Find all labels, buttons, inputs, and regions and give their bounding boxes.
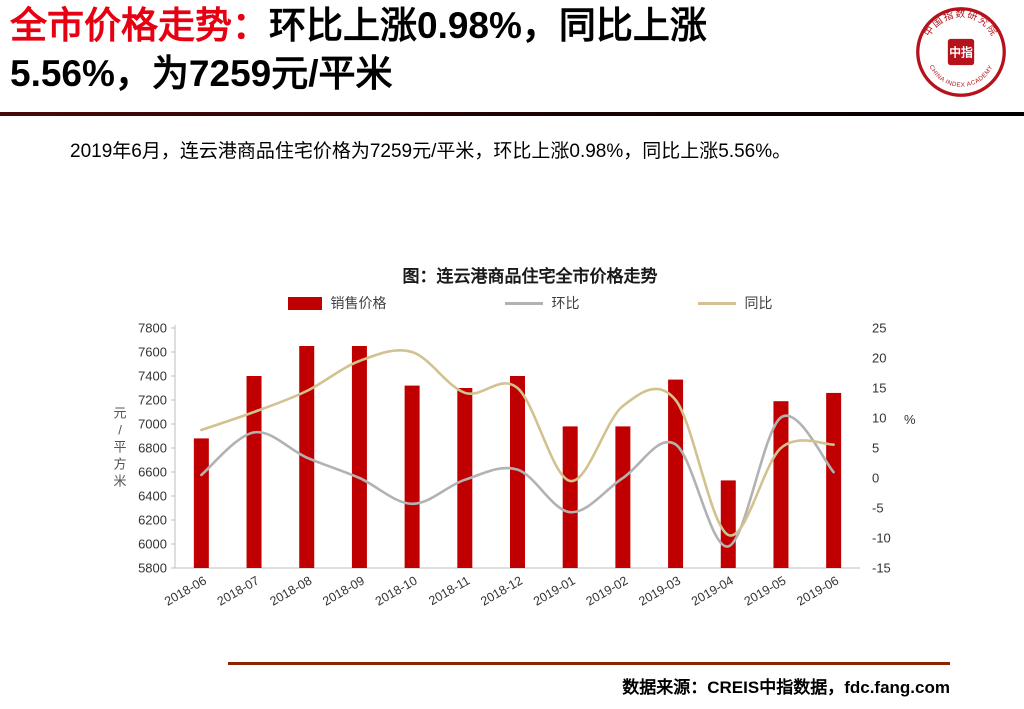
x-axis-label: 2019-06 [794, 573, 841, 608]
x-axis-label: 2018-11 [426, 573, 472, 608]
chart-title: 图：连云港商品住宅全市价格走势 [402, 267, 658, 286]
page-title-red: 全市价格走势： [10, 5, 269, 46]
x-axis-label: 2018-10 [373, 573, 420, 608]
x-axis-label: 2019-01 [531, 573, 578, 608]
price-bar [615, 426, 631, 568]
price-bar [720, 480, 736, 568]
chart-section: 图：连云港商品住宅全市价格走势 销售价格 环比 同比 5800 6000 6200 6… [100, 262, 960, 618]
right-axis-tick-label: 25 [872, 321, 886, 336]
left-axis-title-char: 平 [113, 440, 126, 455]
right-axis-tick-label: 5 [872, 441, 879, 456]
left-axis-tick-label: 5800 [138, 561, 167, 576]
price-bar [510, 376, 525, 568]
left-axis-tick-label: 6400 [138, 489, 167, 504]
x-axis-label: 2019-04 [689, 573, 736, 608]
logo-arc-bottom-text: CHINA INDEX ACADEMY [927, 64, 994, 89]
header-divider [0, 112, 1024, 116]
logo-center-text: 中指 [949, 46, 973, 60]
x-axis-label: 2018-12 [478, 573, 525, 608]
legend-label-mom: 环比 [551, 295, 580, 311]
left-axis-tick-label: 6800 [138, 441, 167, 456]
price-bar [562, 426, 578, 568]
legend-label-sales: 销售价格 [330, 295, 387, 311]
price-bar [246, 376, 262, 568]
data-source-text: 数据来源：CREIS中指数据，fdc.fang.com [622, 678, 950, 697]
page-title-black-1: 环比上涨0.98%，同比上涨 [269, 5, 707, 46]
intro-paragraph: 2019年6月，连云港商品住宅价格为7259元/平米，环比上涨0.98%，同比上… [70, 141, 792, 162]
left-axis-tick-label: 7200 [138, 393, 167, 408]
x-axis-label: 2018-08 [268, 573, 315, 608]
price-bar [351, 346, 367, 568]
legend-item-mom: 环比 [504, 293, 580, 313]
x-axis-label: 2018-06 [162, 573, 209, 608]
sales-swatch-icon [287, 296, 322, 310]
price-bar [668, 379, 684, 568]
legend-item-yoy: 同比 [697, 293, 773, 313]
legend-item-sales: 销售价格 [287, 293, 387, 313]
price-bar [193, 438, 209, 568]
right-axis-tick-label: 15 [872, 381, 886, 396]
left-axis-title-char: / [118, 423, 122, 438]
left-axis-tick-label: 6200 [138, 513, 167, 528]
price-bar [404, 385, 420, 568]
left-axis-title-char: 元 [113, 406, 126, 421]
mom-line-swatch-icon [504, 301, 543, 305]
right-axis-tick-label: -10 [872, 531, 891, 546]
page-title-black-2: 5.56%，为7259元/平米 [10, 53, 393, 94]
price-bar [457, 388, 473, 568]
price-trend-chart: 5800 6000 6200 6400 6600 6800 7000 7200 7400 7600… [113, 321, 916, 609]
price-bar [773, 401, 789, 568]
right-axis-tick-label: -15 [872, 561, 891, 576]
svg-text:中国指数研究院: 中国指数研究院 [921, 7, 1001, 39]
price-bar [826, 392, 842, 568]
left-axis-tick-label: 6000 [138, 537, 167, 552]
left-axis-title-char: 米 [113, 474, 126, 489]
right-axis-tick-label: 0 [872, 471, 879, 486]
svg-text:CHINA INDEX ACADEMY: CHINA INDEX ACADEMY [927, 64, 994, 89]
left-axis-tick-label: 7800 [138, 321, 167, 336]
left-axis-tick-label: 6600 [138, 465, 167, 480]
left-axis-tick-label: 7600 [138, 345, 167, 360]
left-axis-title-char: 方 [113, 457, 126, 472]
left-axis-tick-label: 7400 [138, 369, 167, 384]
x-axis-label: 2018-07 [215, 573, 262, 608]
x-axis-label: 2019-02 [584, 573, 631, 608]
x-axis-label: 2019-05 [742, 573, 789, 608]
left-axis-tick-label: 7000 [138, 417, 167, 432]
legend-label-yoy: 同比 [744, 295, 773, 311]
x-axis-label: 2019-03 [636, 573, 683, 608]
right-axis-unit-label: % [904, 412, 916, 427]
logo-seal-icon: 中国指数研究院 CHINA INDEX ACADEMY 中指 [916, 7, 1006, 97]
logo-arc-top-text: 中国指数研究院 [921, 7, 1000, 39]
chart-legend: 销售价格 环比 同比 [100, 294, 960, 312]
right-axis-tick-label: -5 [872, 501, 884, 516]
right-axis-tick-label: 20 [872, 351, 886, 366]
footer-divider [228, 662, 950, 665]
x-axis-label: 2018-09 [320, 573, 367, 608]
right-axis-tick-label: 10 [872, 411, 886, 426]
china-index-academy-logo: 中国指数研究院 CHINA INDEX ACADEMY 中指 [914, 5, 1008, 99]
yoy-line [200, 348, 835, 537]
page-title: 全市价格走势：环比上涨0.98%，同比上涨 5.56%，为7259元/平米 [10, 2, 890, 98]
yoy-line-swatch-icon [697, 301, 736, 305]
